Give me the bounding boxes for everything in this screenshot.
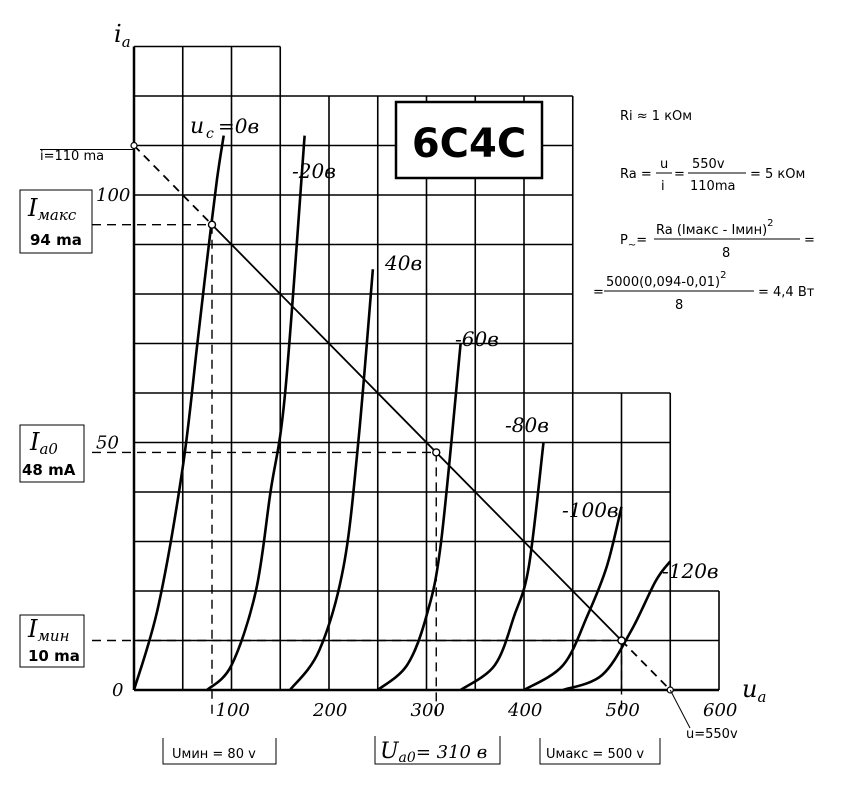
annotation-u-550: u=550v [686,727,738,742]
series-line-1 [206,135,306,691]
formula-ra-result: = 5 кОм [750,167,805,182]
formula-p-den: 8 [722,246,730,261]
load-line-dashed-bottom [620,639,671,691]
imax-label: Iмакс [27,194,77,224]
x-axis-label: ua [742,675,766,706]
x-tick-label-3: 300 [411,700,445,721]
x-tick-label-1: 100 [216,700,250,721]
umin-box: Uмин = 80 v [162,738,277,765]
series-label-5: -100в [562,498,619,522]
series-line-2 [288,269,375,691]
formula-block: Ri ≈ 1 кОм Ra = u i = 550v 110ma = 5 кОм… [593,109,815,313]
x-tick-label-5: 500 [606,700,640,721]
series-label-4: -80в [505,413,549,437]
load-line-dashed-top [133,144,213,226]
anode-curves [132,135,672,692]
series-label-6: -120в [662,559,719,583]
series-label-0: u c =0в [190,114,259,142]
x-tick-label-6: 600 [703,700,737,721]
formula-ra-lhs: Ra = [620,167,652,182]
load-line [211,224,623,642]
series-line-6 [562,560,672,692]
x-tick-label-4: 400 [507,700,542,721]
formula-p-tail: = [804,233,815,248]
formula-p2-result: = 4,4 Вт [758,285,815,300]
formula-p-num: Ra (Iмакс - Iмин)2 [656,218,774,238]
series-line-4 [459,442,545,692]
operating-point-0 [207,220,217,229]
formula-ra-eq: = [674,167,685,182]
ia0-value: 48 mA [22,461,76,479]
umax-box: Uмакс = 500 v [539,738,661,765]
formula-p2-eq: = [593,285,604,300]
series-label-1: -20в [292,159,336,183]
imin-label: Iмин [27,615,69,645]
ia0-label: Ia0 [29,428,58,458]
series-label-3: -60в [455,327,499,351]
load-line-group [40,141,691,729]
series-label-0-letter: u [190,114,204,139]
operating-point-1 [432,448,441,457]
imin-box: Iмин 10 ma [19,614,85,668]
umax-label: Uмакс = 500 v [546,747,644,762]
umin-label: Uмин = 80 v [172,747,256,762]
imin-box-frame [19,614,85,668]
series-label-0-sub: c [206,126,214,142]
ua0-box-frame [374,736,501,765]
series-line-5 [523,506,623,692]
formula-ra-110: 110ma [690,179,735,194]
y-tick-label-1: 50 [96,433,119,454]
tick-labels: 0 100 200 300 400 500 600 100 50 [96,185,737,721]
formula-ra-u: u [660,157,668,172]
annotation-i-110: i=110 ma [40,149,104,164]
imax-box-frame [19,189,93,254]
ua0-box: Ua0= 310 в [374,736,501,766]
chart-title: 6С4С [412,121,526,167]
x-tick-label-2: 200 [312,700,347,721]
y-axis-label: ia [114,20,131,51]
operating-point-2 [617,636,626,645]
umax-box-frame [539,738,661,765]
y-tick-label-0: 100 [96,185,130,206]
formula-ri: Ri ≈ 1 кОм [620,109,692,124]
imax-value: 94 ma [30,231,82,249]
ia0-box-frame [19,424,85,483]
imin-value: 10 ma [28,647,80,665]
x-tick-label-0: 0 [112,680,123,701]
formula-p2-den: 8 [675,298,683,313]
ia0-box: Ia0 48 mA [19,424,85,483]
formula-ra-550: 550v [692,157,725,172]
series-label-0-value: =0в [218,114,259,138]
umin-box-frame [162,738,277,765]
formula-ra-i: i [661,179,665,194]
series-label-2: 40в [384,251,422,275]
intercept-550v-leader [669,689,691,729]
imax-box: Iмакс 94 ma [19,189,93,254]
series-line-3 [376,343,462,692]
title-box [394,100,544,180]
series-line-0 [132,135,225,691]
formula-p-lhs: P~= [620,233,647,251]
formula-p2-num: 5000(0,094-0,01)2 [606,270,726,290]
intercept-110ma [130,141,138,150]
ua0-label: Ua0= 310 в [380,739,487,766]
